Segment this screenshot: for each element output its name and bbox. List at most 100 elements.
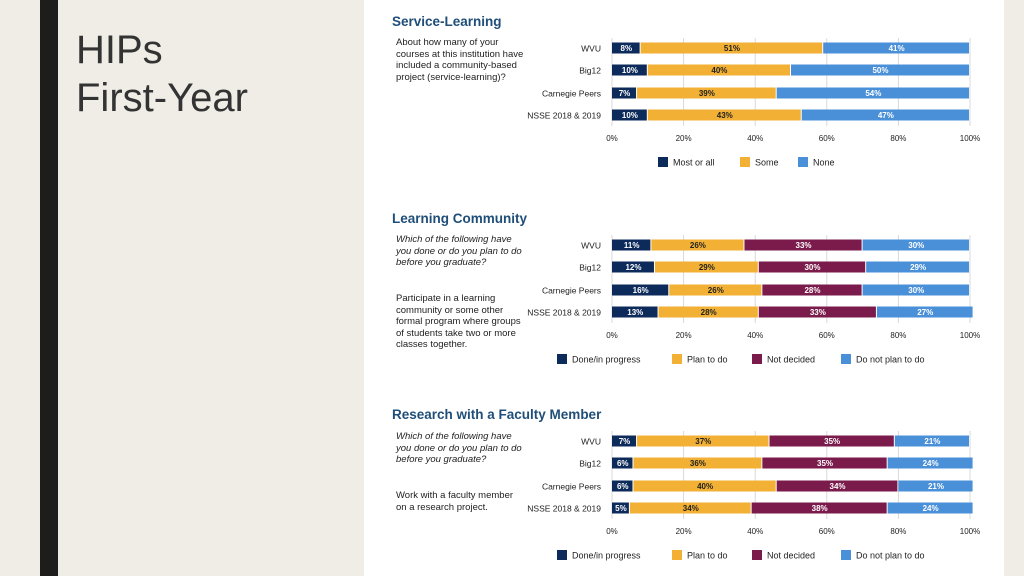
chart-0-legend-label: Some [755,158,779,168]
chart-1-data-label: 16% [633,286,649,295]
chart-2-data-label: 6% [617,482,629,491]
chart-2-data-label: 36% [690,459,706,468]
chart-1-data-label: 28% [701,308,717,317]
chart-1-bar-3 [862,239,969,251]
chart-0-data-label: 7% [619,89,631,98]
chart-0-bar-2 [776,87,969,99]
chart-0-tick-label: 20% [676,134,692,143]
chart-1-legend-swatch [752,354,762,364]
chart-2-bar-1 [637,435,769,447]
chart-2-bar-2 [769,435,894,447]
chart-0-bar-1 [637,87,776,99]
chart-2-tick-label: 100% [960,527,980,536]
chart-1-legend-label: Not decided [767,355,815,365]
chart-2-legend-label: Do not plan to do [856,551,925,561]
chart-2-legend-swatch [841,550,851,560]
chart-2-data-label: 40% [697,482,713,491]
chart-1-tick-label: 80% [890,331,906,340]
chart-0-data-label: 51% [724,44,740,53]
chart-0-category-label: NSSE 2018 & 2019 [527,111,601,121]
learning-community-item: Participate in a learning community or s… [396,293,521,351]
research-faculty-question: Which of the following have you done or … [396,431,522,466]
learning-community-question: Which of the following have you done or … [396,234,522,269]
chart-2-bar-0 [612,457,633,469]
chart-0-legend-swatch [798,157,808,167]
chart-0-data-label: 50% [872,66,888,75]
chart-1-data-label: 33% [810,308,826,317]
chart-0-data-label: 40% [711,66,727,75]
chart-0-bar-0 [612,109,647,121]
chart-2-category-label: WVU [581,437,601,447]
chart-1-legend-label: Plan to do [687,355,728,365]
chart-0-bar-1 [647,109,801,121]
chart-0-bar-0 [612,64,647,76]
chart-1-bar-2 [758,306,876,318]
chart-1-bar-1 [658,306,758,318]
chart-2-tick-label: 20% [676,527,692,536]
chart-2-category-label: Carnegie Peers [542,482,601,492]
chart-2-bar-1 [629,502,751,514]
chart-1-bar-0 [612,306,658,318]
chart-0-tick-label: 0% [606,134,618,143]
chart-2-data-label: 5% [615,504,627,513]
chart-1-bar-3 [862,284,969,296]
chart-2-bar-0 [612,502,629,514]
chart-1-data-label: 29% [699,263,715,272]
chart-0-bar-0 [612,87,637,99]
chart-0-tick-label: 60% [819,134,835,143]
chart-1-bar-3 [866,261,969,273]
chart-2-data-label: 24% [923,504,939,513]
charts-svg: WVU 8% 51% 41% Big12 10% 40% 50% Carnegie Peers 7… [527,38,980,561]
chart-2-category-label: Big12 [579,459,601,469]
chart-1-bar-1 [651,239,744,251]
chart-0-legend-label: Most or all [673,158,715,168]
chart-0-tick-label: 100% [960,134,980,143]
research-faculty-item: Work with a faculty member on a research… [396,490,514,513]
chart-0-bar-2 [823,42,969,54]
chart-1-bar-1 [669,284,762,296]
chart-1-bar-2 [762,284,862,296]
chart-1-data-label: 26% [690,241,706,250]
chart-2-bar-0 [612,480,633,492]
chart-1-category-label: NSSE 2018 & 2019 [527,308,601,318]
chart-0-legend-label: None [813,158,835,168]
chart-0-data-label: 8% [621,44,633,53]
chart-2-tick-label: 0% [606,527,618,536]
chart-1-bar-3 [876,306,973,318]
chart-2-data-label: 37% [695,437,711,446]
chart-0-tick-label: 40% [747,134,763,143]
chart-0-category-label: Big12 [579,66,601,76]
left-accent-bar [40,0,58,576]
slide-title-line-1: HIPs [76,28,163,72]
chart-0-data-label: 39% [699,89,715,98]
chart-1-legend-label: Done/in progress [572,355,641,365]
chart-2-data-label: 38% [812,504,828,513]
chart-1-category-label: Big12 [579,263,601,273]
chart-0-bar-2 [801,109,969,121]
chart-2-bar-3 [887,457,973,469]
research-faculty-title: Research with a Faculty Member [392,407,602,422]
chart-0-data-label: 43% [717,111,733,120]
chart-1-data-label: 30% [908,286,924,295]
slide-title: HIPs First-Year [76,26,336,122]
chart-2-data-label: 21% [928,482,944,491]
chart-0-data-label: 47% [878,111,894,120]
chart-1-data-label: 33% [796,241,812,250]
chart-0-bar-1 [647,64,790,76]
chart-2-data-label: 34% [830,482,846,491]
chart-1-bar-1 [654,261,758,273]
chart-0-data-label: 10% [622,111,638,120]
chart-1-bar-0 [612,239,651,251]
chart-1-legend-swatch [557,354,567,364]
chart-2-data-label: 35% [817,459,833,468]
chart-1-data-label: 29% [910,263,926,272]
chart-2-data-label: 35% [824,437,840,446]
chart-2-legend-label: Done/in progress [572,551,641,561]
chart-2-bar-1 [633,457,762,469]
chart-2-data-label: 24% [923,459,939,468]
chart-0-category-label: Carnegie Peers [542,89,601,99]
chart-2-category-label: NSSE 2018 & 2019 [527,504,601,514]
chart-2-data-label: 7% [619,437,631,446]
chart-1-data-label: 30% [804,263,820,272]
chart-0-tick-label: 80% [890,134,906,143]
